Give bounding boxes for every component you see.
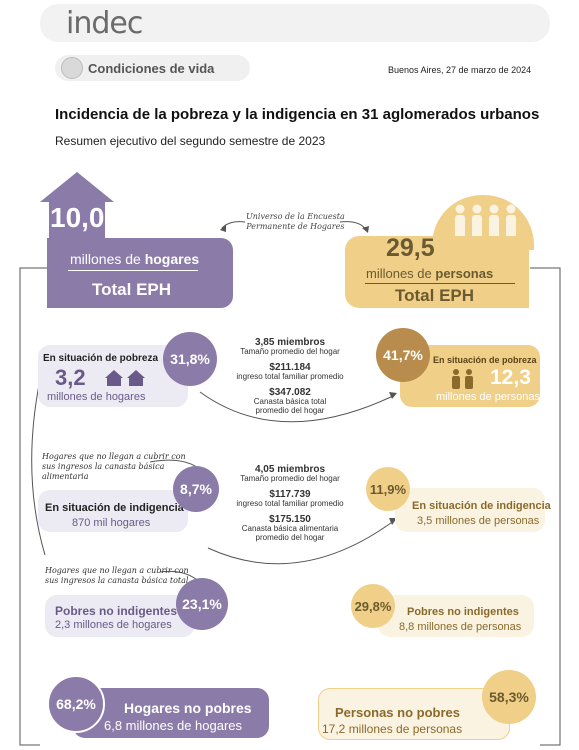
personas-no-pobres-label: Personas no pobres xyxy=(335,705,460,720)
divider xyxy=(365,283,515,284)
hogares-indigencia-pct: 8,7% xyxy=(173,466,219,512)
indec-logo: indec xyxy=(66,6,143,41)
hogares-unit: millones de hogares xyxy=(70,251,200,267)
hogares-pobreza-label: En situación de pobreza xyxy=(43,353,159,364)
personas-indigencia-card xyxy=(395,488,545,532)
personas-indigencia-unit: 3,5 millones de personas xyxy=(417,515,540,527)
section-bar xyxy=(55,55,250,81)
indigencia-flow-arrow xyxy=(207,519,396,565)
personas-pobreza-value: 12,3 xyxy=(490,366,531,389)
arrowhead xyxy=(220,224,226,232)
hogares-total-box xyxy=(47,238,233,308)
personas-pobreza-label: En situación de pobreza xyxy=(433,355,537,365)
personas-unit: millones de personas xyxy=(366,266,494,281)
personas-no-indigentes-unit: 8,8 millones de personas xyxy=(399,621,522,633)
hogares-no-indigentes-unit: 2,3 millones de hogares xyxy=(55,619,172,631)
section-title: Condiciones de vida xyxy=(88,61,215,76)
left-return-arrow xyxy=(31,369,46,556)
header-bar xyxy=(40,4,550,42)
hogares-no-indigentes-card xyxy=(45,595,195,637)
people-icon xyxy=(455,204,516,241)
personas-no-pobres-unit: 17,2 millones de personas xyxy=(322,722,463,736)
houses-icon xyxy=(105,370,145,386)
pobreza-stats: 3,85 miembros Tamaño promedio del hogar … xyxy=(236,337,344,416)
personas-no-indigentes-card xyxy=(378,595,534,637)
hogares-no-indigentes-pct: 23,1% xyxy=(176,578,228,630)
personas-pobreza-unit: millones de personas xyxy=(436,391,540,403)
page-subtitle: Resumen ejecutivo del segundo semestre d… xyxy=(55,134,326,148)
note-canasta-total: Hogares que no llegan a cubrir con sus in… xyxy=(45,566,189,585)
hogares-indigencia-unit: 870 mil hogares xyxy=(72,517,151,529)
hogares-indigencia-label: En situación de indigencia xyxy=(45,502,184,514)
personas-no-indigentes-label: Pobres no indigentes xyxy=(407,606,519,618)
universo-note: Universo de la Encuesta Permanente de Hog… xyxy=(246,212,345,231)
hogares-no-pobres-card xyxy=(73,688,269,738)
arrowhead xyxy=(389,392,397,399)
pobreza-flow-arrow xyxy=(199,391,396,423)
personas-indigencia-label: En situación de indigencia xyxy=(412,500,551,512)
hogares-pobreza-value: 3,2 xyxy=(55,365,86,390)
arrowhead xyxy=(362,226,369,233)
persons-icon xyxy=(452,369,473,389)
personas-no-pobres-card xyxy=(318,688,510,740)
left-bracket-line xyxy=(19,267,47,746)
personas-indigencia-pct: 11,9% xyxy=(366,467,410,511)
right-bracket-line xyxy=(530,267,561,746)
house-icon xyxy=(40,172,114,240)
hogares-pobreza-unit: millones de hogares xyxy=(47,391,146,403)
personas-total-box xyxy=(345,236,529,308)
divider xyxy=(68,270,198,271)
hogares-no-pobres-unit: 6,8 millones de hogares xyxy=(104,718,243,733)
personas-no-pobres-pct: 58,3% xyxy=(482,670,536,724)
hogares-no-pobres-pct: 68,2% xyxy=(47,675,105,733)
people-group-icon xyxy=(61,57,83,79)
report-date: Buenos Aires, 27 de marzo de 2024 xyxy=(388,65,532,75)
hogares-no-pobres-label: Hogares no pobres xyxy=(124,700,252,716)
personas-pobreza-pct: 41,7% xyxy=(376,328,430,382)
note-canasta-alimentaria: Hogares que no llegan a cubrir con sus in… xyxy=(42,452,186,481)
hogares-no-indigentes-label: Pobres no indigentes xyxy=(55,604,178,618)
page-title: Incidencia de la pobreza y la indigencia… xyxy=(55,106,540,123)
indigencia-stats: 4,05 miembros Tamaño promedio del hogar … xyxy=(236,464,344,543)
hogares-total-label: Total EPH xyxy=(92,280,172,299)
hogares-pobreza-pct: 31,8% xyxy=(163,332,217,386)
personas-total-value: 29,5 xyxy=(386,234,435,262)
personas-no-indigentes-pct: 29,8% xyxy=(351,584,395,628)
hogares-total-value: 10,0 xyxy=(50,202,105,233)
personas-total-label: Total EPH xyxy=(395,286,475,305)
hogares-indigencia-card xyxy=(38,490,188,532)
